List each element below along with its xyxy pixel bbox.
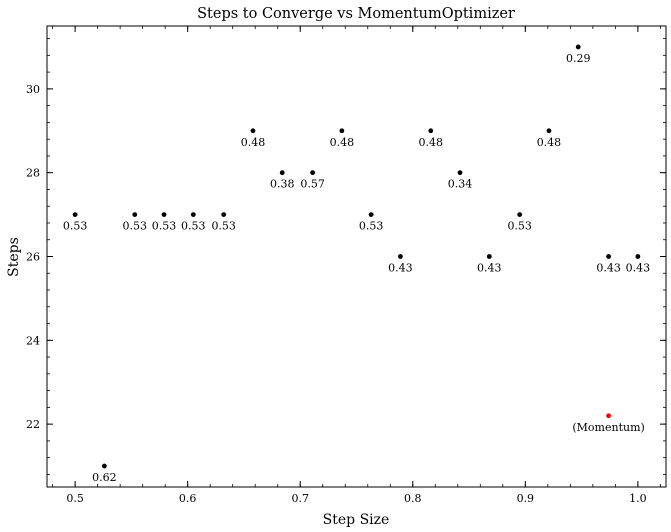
x-tick-label: 0.8 xyxy=(404,492,422,505)
data-point-label: 0.53 xyxy=(63,220,88,233)
data-point-label: 0.48 xyxy=(537,136,562,149)
data-point-label: 0.53 xyxy=(507,220,532,233)
data-point-label: 0.43 xyxy=(388,262,413,275)
data-point xyxy=(101,463,107,469)
data-point-label: 0.53 xyxy=(359,220,384,233)
data-point xyxy=(221,212,227,217)
data-point-label: 0.48 xyxy=(241,136,266,149)
data-point-label: 0.43 xyxy=(596,262,621,275)
data-point-label: 0.57 xyxy=(300,178,325,191)
x-tick-label: 0.7 xyxy=(291,492,309,505)
y-tick-label: 22 xyxy=(26,418,40,431)
highlight-point-label: (Momentum) xyxy=(572,421,644,434)
data-point xyxy=(310,170,316,176)
data-point xyxy=(635,254,641,259)
data-point xyxy=(72,212,78,217)
data-point-label: 0.34 xyxy=(448,178,473,191)
y-axis-label: Steps xyxy=(6,237,22,277)
x-tick-label: 0.9 xyxy=(517,492,535,505)
data-point xyxy=(132,212,138,217)
data-point xyxy=(546,128,552,134)
data-point xyxy=(190,212,196,217)
y-tick-label: 30 xyxy=(26,83,40,96)
chart-title: Steps to Converge vs MomentumOptimizer xyxy=(197,6,515,22)
data-point-label: 0.53 xyxy=(123,220,148,233)
data-point xyxy=(250,128,256,134)
data-point xyxy=(161,212,167,217)
plot-area: 0.5 0.6 0.7 0.8 0.9 1.0 22 24 26 28 30 0.53 0.62 0.53… xyxy=(26,25,667,505)
data-point-label: 0.53 xyxy=(211,220,236,233)
data-point xyxy=(279,170,285,176)
data-point-label: 0.48 xyxy=(330,136,355,149)
data-point xyxy=(575,44,581,50)
x-tick-label: 0.5 xyxy=(66,492,84,505)
data-point xyxy=(457,170,463,176)
data-point xyxy=(397,254,403,259)
x-tick-label: 0.6 xyxy=(179,492,197,505)
data-point xyxy=(339,128,345,134)
data-point xyxy=(517,212,523,217)
highlight-point xyxy=(606,413,612,419)
data-point-label: 0.53 xyxy=(152,220,177,233)
y-tick-label: 28 xyxy=(26,167,40,180)
data-point-label: 0.43 xyxy=(477,262,502,275)
y-tick-label: 26 xyxy=(26,251,40,264)
data-point-label: 0.48 xyxy=(419,136,444,149)
x-axis-label: Step Size xyxy=(323,512,390,528)
plot-frame xyxy=(46,25,667,488)
data-point-label: 0.62 xyxy=(92,471,117,484)
data-point xyxy=(486,254,492,259)
x-tick-label: 1.0 xyxy=(629,492,647,505)
data-point xyxy=(368,212,374,217)
data-point-label: 0.53 xyxy=(181,220,206,233)
data-point-label: 0.29 xyxy=(566,52,591,65)
y-tick-label: 24 xyxy=(26,334,40,347)
data-point xyxy=(606,254,612,259)
data-point-label: 0.43 xyxy=(626,262,651,275)
data-point xyxy=(428,128,434,134)
data-point-label: 0.38 xyxy=(270,178,295,191)
